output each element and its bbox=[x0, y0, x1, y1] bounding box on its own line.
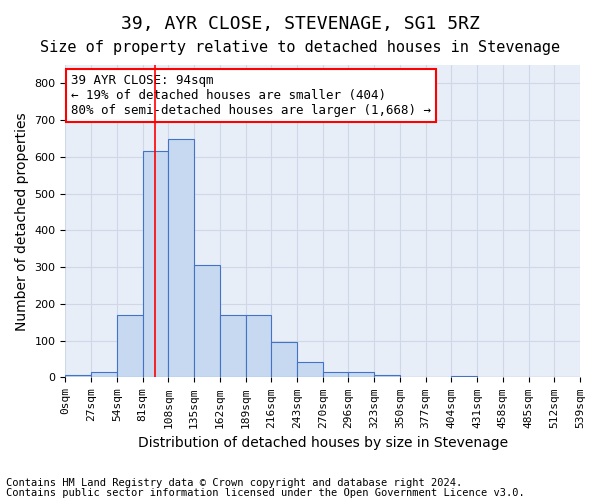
Bar bbox=[194, 266, 220, 378]
Text: Contains HM Land Registry data © Crown copyright and database right 2024.: Contains HM Land Registry data © Crown c… bbox=[6, 478, 462, 488]
Y-axis label: Number of detached properties: Number of detached properties bbox=[15, 112, 29, 330]
Text: 39 AYR CLOSE: 94sqm
← 19% of detached houses are smaller (404)
80% of semi-detac: 39 AYR CLOSE: 94sqm ← 19% of detached ho… bbox=[71, 74, 431, 118]
Bar bbox=[117, 315, 143, 378]
Bar bbox=[169, 138, 194, 378]
X-axis label: Distribution of detached houses by size in Stevenage: Distribution of detached houses by size … bbox=[137, 436, 508, 450]
Bar bbox=[349, 372, 374, 378]
Bar bbox=[245, 315, 271, 378]
Bar bbox=[143, 152, 169, 378]
Bar bbox=[271, 342, 297, 378]
Bar bbox=[323, 372, 349, 378]
Bar bbox=[451, 376, 477, 378]
Bar bbox=[91, 372, 117, 378]
Text: 39, AYR CLOSE, STEVENAGE, SG1 5RZ: 39, AYR CLOSE, STEVENAGE, SG1 5RZ bbox=[121, 15, 479, 33]
Bar bbox=[220, 315, 245, 378]
Text: Contains public sector information licensed under the Open Government Licence v3: Contains public sector information licen… bbox=[6, 488, 525, 498]
Bar bbox=[65, 374, 91, 378]
Text: Size of property relative to detached houses in Stevenage: Size of property relative to detached ho… bbox=[40, 40, 560, 55]
Bar bbox=[374, 374, 400, 378]
Bar bbox=[297, 362, 323, 378]
